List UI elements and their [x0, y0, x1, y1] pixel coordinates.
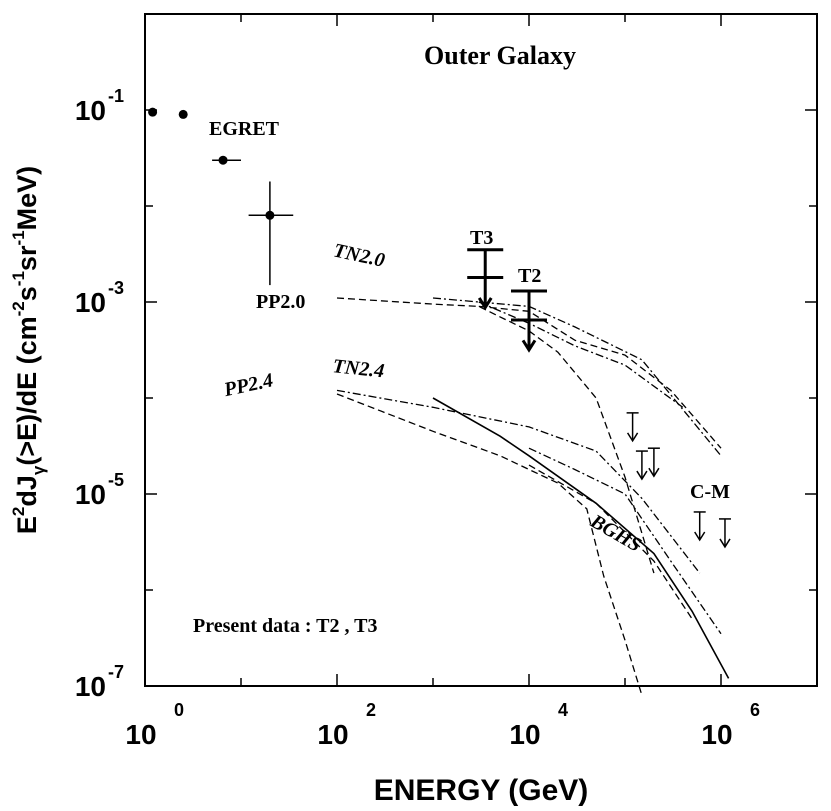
label-cm: C-M — [690, 481, 730, 503]
label-present-data: Present data : T2 , T3 — [193, 615, 377, 637]
y-axis-label-part: -1 — [9, 271, 28, 286]
x-tick-label: 10 — [701, 719, 732, 750]
y-tick-exponent: -1 — [108, 86, 124, 106]
y-tick-label: 10 — [75, 479, 106, 510]
y-tick-label: 10 — [75, 95, 106, 126]
y-tick-label: 10 — [75, 287, 106, 318]
y-axis-label-part: dJ — [12, 475, 42, 507]
x-tick-label: 10 — [125, 719, 156, 750]
upper-limits — [467, 248, 731, 549]
x-tick-exponent: 2 — [366, 700, 376, 720]
label-bghs: BGHS — [586, 510, 645, 557]
egret-point — [218, 155, 228, 165]
series-tn2-0-b — [478, 301, 684, 408]
limit-t3-arrow-head — [477, 297, 493, 311]
label-t2: T2 — [518, 265, 541, 287]
y-axis-label-part: sr — [12, 245, 42, 271]
series-tn2-4-b — [528, 447, 722, 635]
egret-point — [148, 107, 158, 117]
series-bghs — [432, 397, 730, 679]
egret-point — [178, 109, 188, 119]
series-pp2-0-b — [478, 305, 722, 449]
x-tick-label: 10 — [509, 719, 540, 750]
x-tick-label: 10 — [317, 719, 348, 750]
y-tick-label: 10 — [75, 671, 106, 702]
egret-point — [265, 210, 275, 220]
chart-title: Outer Galaxy — [424, 41, 576, 70]
x-tick-exponent: 6 — [750, 700, 760, 720]
series-tn2-0 — [432, 297, 722, 457]
plot-frame — [144, 13, 818, 687]
series-pp2-4-b — [528, 464, 693, 620]
series-layer — [336, 297, 730, 696]
cm-limit-arrow-head — [636, 470, 648, 481]
limit-t2-arrow-head — [521, 339, 537, 353]
y-tick-exponent: -7 — [108, 662, 124, 682]
x-tick-exponent: 4 — [558, 700, 568, 720]
label-pp20: PP2.0 — [256, 291, 305, 313]
label-tn20: TN2.0 — [332, 240, 387, 272]
series-pp2-4 — [336, 393, 643, 696]
y-axis-label-part: -2 — [9, 301, 28, 316]
x-axis-label: ENERGY (GeV) — [374, 774, 589, 807]
series-tn2-4 — [336, 389, 701, 574]
y-axis-label-part: s — [12, 286, 42, 301]
y-axis-label: E2dJγ(>E)/dE (cm-2s-1sr-1MeV) — [9, 166, 48, 534]
y-axis-label-part: MeV) — [12, 166, 42, 231]
y-tick-exponent: -5 — [108, 470, 124, 490]
egret-points — [148, 107, 294, 286]
label-tn24: TN2.4 — [332, 355, 386, 382]
cm-limit-arrow-head — [626, 432, 639, 443]
y-axis-label-part: -1 — [9, 230, 28, 245]
label-egret: EGRET — [209, 118, 280, 140]
y-axis-label-part: 2 — [9, 507, 28, 516]
annotations: EGRET TN2.0 PP2.0 TN2.4 PP2.4 T3 T2 C-M BGHS Pres… — [193, 118, 730, 637]
cm-limit-arrow-head — [694, 531, 706, 542]
y-axis-label-part: E — [12, 516, 42, 534]
y-axis-label-part: γ — [29, 465, 48, 475]
label-t3: T3 — [470, 227, 493, 249]
tick-marks — [144, 13, 818, 687]
y-axis-label-part: (>E)/dE (cm — [12, 316, 42, 465]
y-tick-exponent: -3 — [108, 278, 124, 298]
series-pp2-0 — [336, 297, 655, 574]
cm-limit-arrow-head — [719, 538, 731, 549]
label-pp24: PP2.4 — [221, 369, 275, 401]
x-tick-exponent: 0 — [174, 700, 184, 720]
cm-limit-arrow-head — [648, 467, 660, 478]
